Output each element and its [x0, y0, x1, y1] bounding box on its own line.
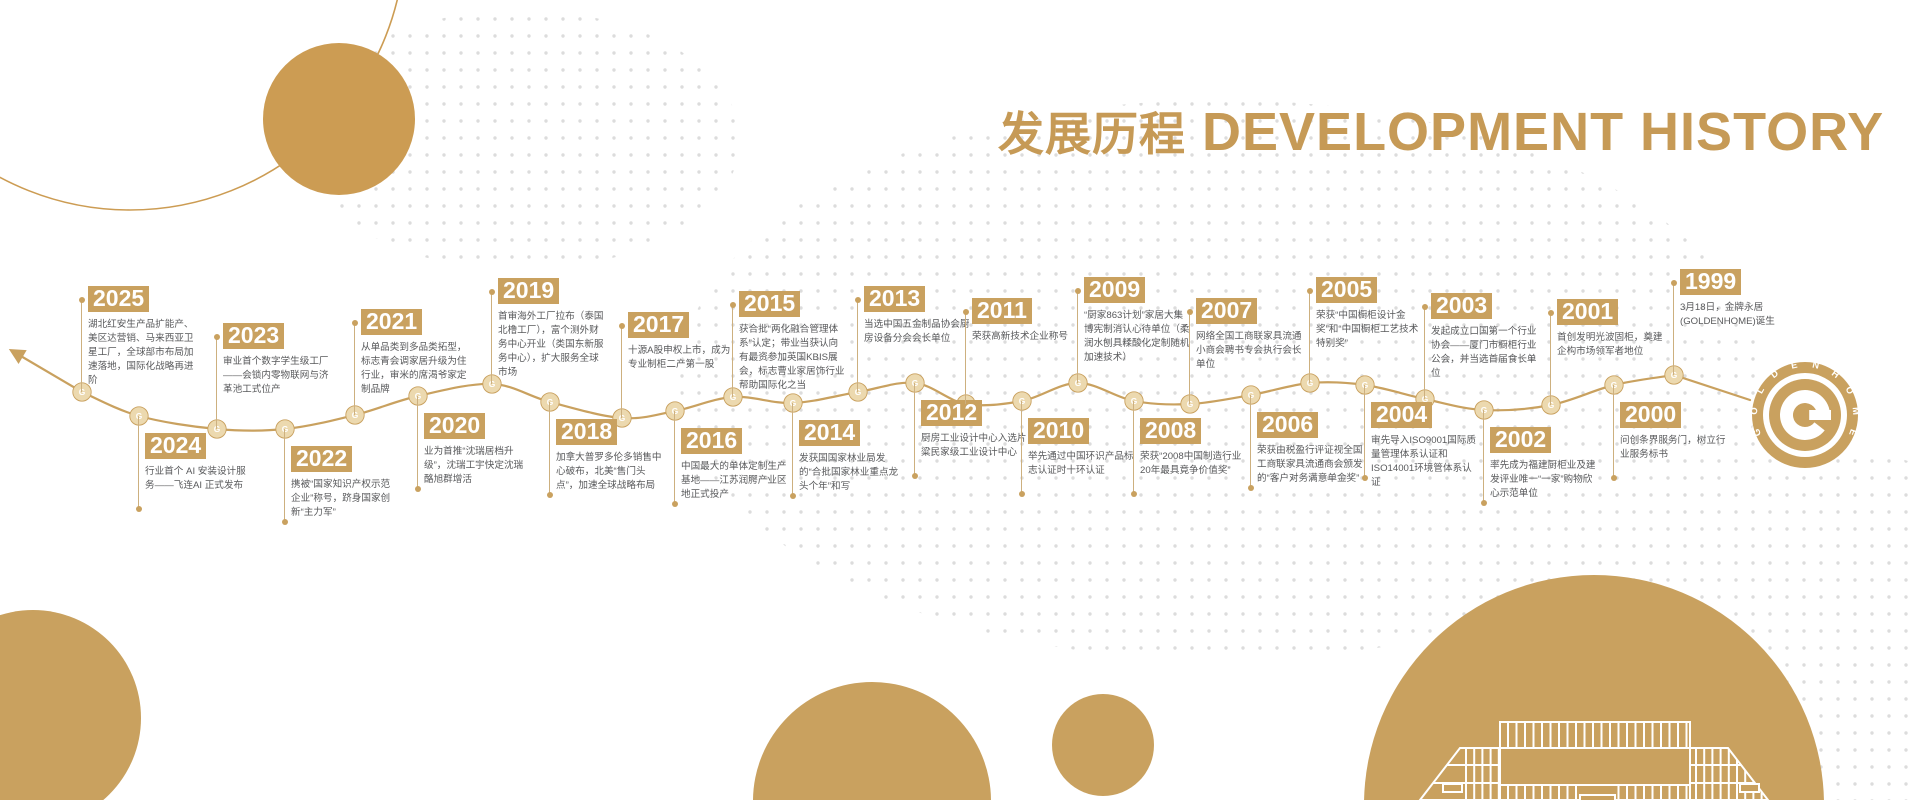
svg-text:O: O: [1749, 407, 1760, 415]
svg-text:E: E: [1790, 360, 1798, 371]
svg-text:M: M: [1851, 407, 1862, 416]
